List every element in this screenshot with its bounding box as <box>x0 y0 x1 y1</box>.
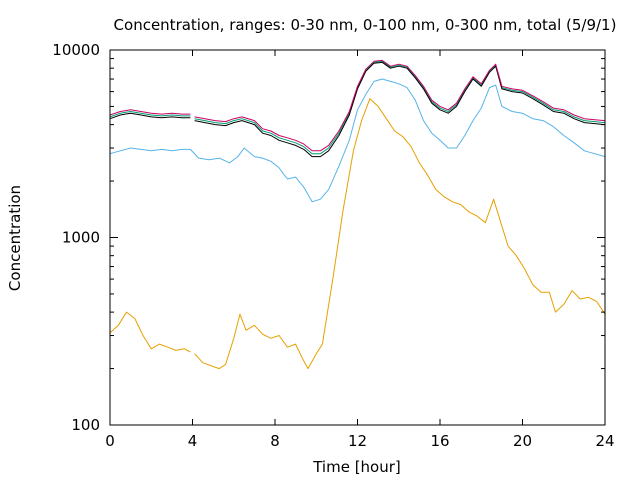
x-tick-label-6: 24 <box>595 432 614 450</box>
x-tick-label-2: 8 <box>270 432 280 450</box>
series-line-1 <box>109 78 606 203</box>
series-line-3 <box>109 61 606 158</box>
axis-ticks <box>109 49 606 426</box>
x-tick-label-4: 16 <box>430 432 449 450</box>
y-tick-label-1: 1000 <box>62 229 100 247</box>
x-tick-labels: 0 4 8 12 16 20 24 <box>105 432 614 450</box>
x-tick-label-0: 0 <box>105 432 115 450</box>
x-axis-label: Time [hour] <box>312 458 401 476</box>
plot-lines <box>109 59 606 370</box>
series-line-2 <box>109 60 606 155</box>
y-tick-label-0: 100 <box>71 416 100 434</box>
x-tick-label-5: 20 <box>513 432 532 450</box>
x-tick-label-1: 4 <box>188 432 198 450</box>
series-line-0 <box>109 98 606 370</box>
chart-title: Concentration, ranges: 0-30 nm, 0-100 nm… <box>114 16 617 34</box>
series-line-4 <box>109 59 606 152</box>
x-tick-label-3: 12 <box>348 432 367 450</box>
y-tick-label-2: 10000 <box>52 41 100 59</box>
y-tick-labels: 100 1000 10000 <box>52 41 100 434</box>
y-axis-label: Concentration <box>6 185 24 291</box>
